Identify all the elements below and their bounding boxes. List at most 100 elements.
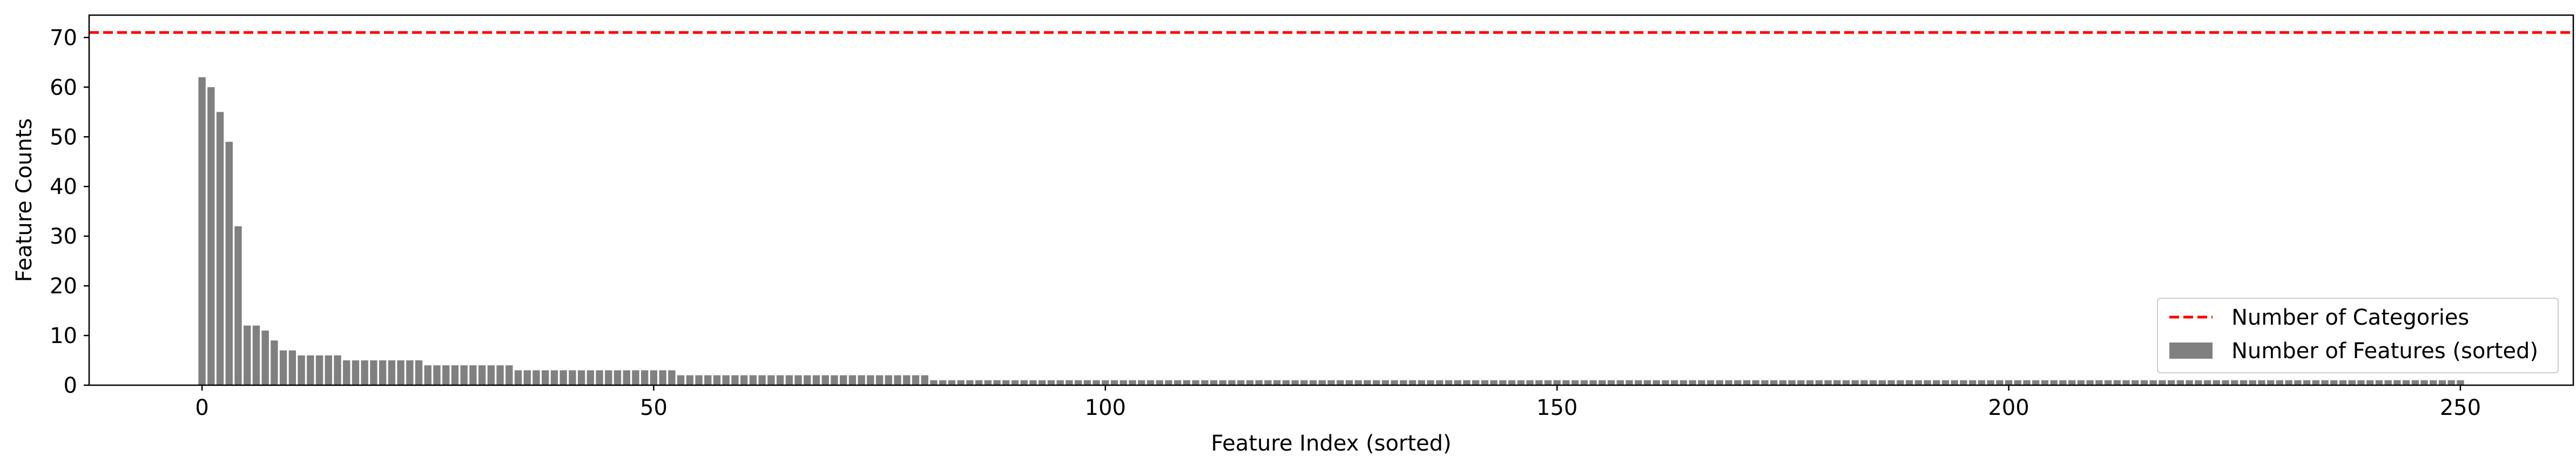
bar — [903, 375, 911, 385]
bar — [2213, 380, 2220, 385]
bar — [2104, 380, 2112, 385]
bar — [1156, 380, 1163, 385]
bar — [1544, 380, 1552, 385]
bar — [2231, 380, 2238, 385]
bar — [2159, 380, 2166, 385]
bar — [1354, 380, 1362, 385]
bar — [1499, 380, 1507, 385]
bar — [2339, 380, 2347, 385]
bar — [804, 375, 811, 385]
bar — [1815, 380, 1823, 385]
bar — [948, 380, 956, 385]
bar — [1562, 380, 1570, 385]
bar — [298, 355, 305, 385]
bar — [1327, 380, 1335, 385]
bar — [695, 375, 703, 385]
bar — [2059, 380, 2067, 385]
bar — [1228, 380, 1236, 385]
bar — [2023, 380, 2031, 385]
bar — [2113, 380, 2121, 385]
bar — [2375, 380, 2383, 385]
bar — [2457, 380, 2464, 385]
y-tick-label: 40 — [50, 174, 77, 199]
bar — [686, 375, 694, 385]
bar — [1589, 380, 1597, 385]
bar — [1887, 380, 1895, 385]
bar — [496, 365, 504, 385]
bar — [1408, 380, 1417, 385]
bar — [307, 355, 314, 385]
y-tick-label: 10 — [50, 324, 77, 348]
bar — [1616, 380, 1624, 385]
bar — [586, 370, 595, 385]
bar — [1680, 380, 1688, 385]
bar — [1066, 380, 1073, 385]
bar — [1074, 380, 1082, 385]
bar — [1698, 380, 1705, 385]
bar — [1472, 380, 1480, 385]
bar — [2195, 380, 2202, 385]
bar — [2348, 380, 2356, 385]
bar — [1165, 380, 1172, 385]
bar — [2077, 380, 2085, 385]
bar — [514, 370, 522, 385]
bar — [550, 370, 558, 385]
bar — [532, 370, 540, 385]
bar — [1138, 380, 1145, 385]
bar — [659, 370, 666, 385]
bar — [1002, 380, 1010, 385]
bar — [207, 87, 215, 385]
bar — [1653, 380, 1660, 385]
bar — [722, 375, 730, 385]
bar — [2176, 380, 2184, 385]
bar — [542, 370, 549, 385]
bar — [279, 350, 287, 385]
bar — [1047, 380, 1055, 385]
bar — [2267, 380, 2275, 385]
bar — [1770, 380, 1778, 385]
bar — [1526, 380, 1534, 385]
bar — [1905, 380, 1913, 385]
bar — [2222, 380, 2229, 385]
bar — [216, 112, 224, 386]
bar — [1102, 380, 1109, 385]
legend-label-categories: Number of Categories — [2231, 305, 2469, 330]
bar — [1427, 380, 1434, 385]
bar — [343, 360, 350, 385]
bar — [840, 375, 847, 385]
bar — [271, 340, 278, 385]
bar — [2276, 380, 2284, 385]
bar — [1300, 380, 1308, 385]
bar — [2402, 380, 2410, 385]
bar — [1454, 380, 1461, 385]
bars-group — [198, 77, 2464, 386]
bar — [2122, 380, 2130, 385]
bar — [1445, 380, 1453, 385]
y-tick-label: 60 — [50, 75, 77, 100]
bar — [1951, 380, 1958, 385]
bar — [1797, 380, 1805, 385]
bar — [993, 380, 1001, 385]
bar — [1219, 380, 1226, 385]
bar — [460, 365, 468, 385]
bar — [1237, 380, 1245, 385]
x-tick-label: 200 — [1988, 395, 2029, 420]
bar — [875, 375, 884, 385]
bar — [2294, 380, 2302, 385]
bar — [1436, 380, 1444, 385]
y-tick-label: 0 — [64, 373, 77, 398]
bar — [1599, 380, 1606, 385]
bar — [605, 370, 612, 385]
x-tick-label: 0 — [195, 395, 208, 420]
bar — [1192, 380, 1199, 385]
bar — [1553, 380, 1561, 385]
bar — [1878, 380, 1886, 385]
bar — [2366, 380, 2374, 385]
bar — [1129, 380, 1136, 385]
bar — [2095, 380, 2103, 385]
bar — [415, 360, 423, 385]
bar — [1318, 380, 1326, 385]
bar — [225, 142, 233, 385]
bar — [2384, 380, 2392, 385]
bar — [1056, 380, 1064, 385]
